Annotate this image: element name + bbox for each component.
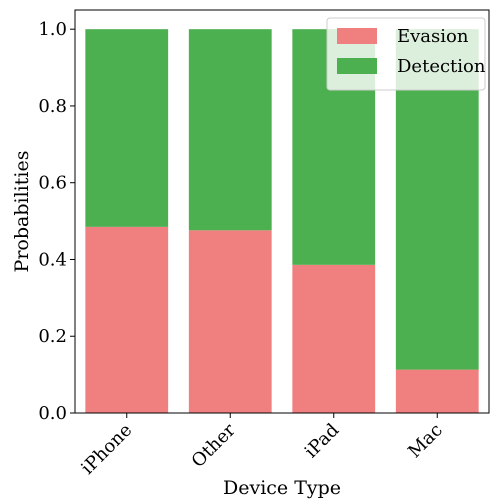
x-tick-label: iPhone (77, 420, 136, 479)
bar-evasion-iphone (85, 226, 169, 413)
bars-group (85, 29, 479, 413)
bar-evasion-ipad (292, 264, 376, 413)
x-tick-label: Other (188, 419, 240, 471)
y-axis-label: Probabilities (11, 151, 33, 273)
legend: Evasion Detection (326, 17, 486, 91)
x-tick-label: iPad (301, 420, 344, 463)
plot-frame (74, 9, 490, 414)
legend-swatch-evasion (337, 28, 377, 44)
legend-label-detection: Detection (397, 56, 486, 77)
bar-evasion-other (188, 230, 272, 413)
y-tick-label: 1.0 (38, 19, 67, 40)
legend-label-evasion: Evasion (397, 26, 469, 47)
y-tick-label: 0.2 (38, 326, 67, 347)
y-axis-ticks: 0.0 0.2 0.4 0.6 0.8 1.0 (38, 19, 75, 424)
x-tick-label: Mac (404, 420, 447, 463)
y-tick-label: 0.4 (38, 249, 67, 270)
bar-detection-iphone (85, 29, 169, 227)
x-axis-label: Device Type (223, 477, 341, 499)
bar-evasion-mac (395, 369, 479, 413)
x-axis-ticks: iPhone Other iPad Mac (77, 413, 447, 479)
legend-swatch-detection (337, 58, 377, 74)
y-tick-label: 0.8 (38, 96, 67, 117)
y-tick-label: 0.0 (38, 403, 67, 424)
bar-detection-other (188, 29, 272, 231)
y-tick-label: 0.6 (38, 173, 67, 194)
